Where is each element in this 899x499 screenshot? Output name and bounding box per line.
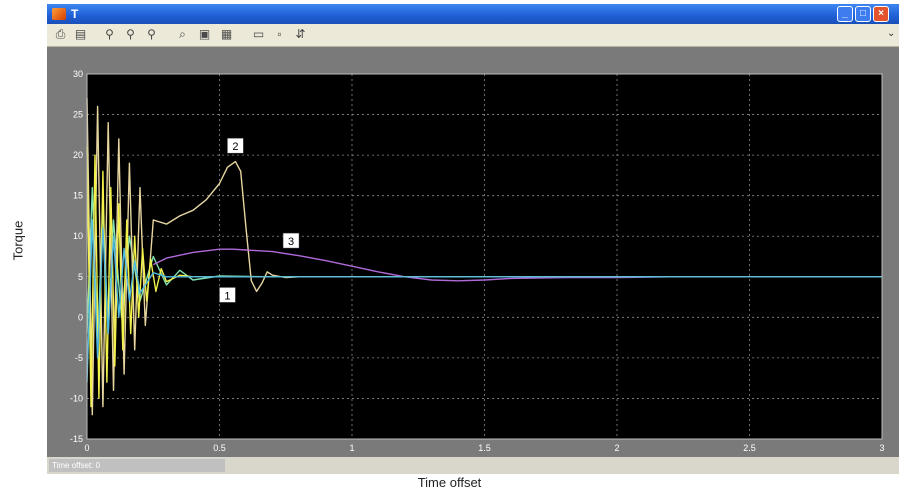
series-line-trace-4: [86, 219, 882, 383]
annotation-box: [227, 137, 244, 154]
zoom-x-icon[interactable]: ⚲: [147, 27, 156, 41]
x-tick-label: 2: [614, 443, 619, 453]
x-tick-label: 0.5: [213, 443, 226, 453]
annotation-label: 3: [288, 236, 294, 248]
annotation-box: [282, 232, 300, 249]
y-tick-label: 30: [73, 69, 83, 79]
axes-frame: [86, 73, 883, 440]
print-preview-icon[interactable]: ▤: [74, 27, 87, 41]
status-text: Time offset: 0: [49, 459, 225, 472]
toolbar-chevron-icon[interactable]: ⌄: [887, 28, 896, 39]
legend-icon[interactable]: ⇵: [295, 27, 306, 41]
y-tick-label: -10: [70, 393, 83, 403]
maximize-button[interactable]: □: [855, 6, 871, 22]
y-tick-label: 0: [78, 312, 83, 322]
x-tick-label: 3: [879, 443, 884, 453]
y-tick-label: 5: [78, 272, 83, 282]
status-bar: Time offset: 0: [47, 457, 899, 474]
series-line-2: [86, 98, 882, 416]
scope-plot-area: 30 25 20 15 10 5 0 -5 -10 -15 0 0.5 1 1.5 2 2.5 3 1 2 3: [47, 47, 899, 457]
x-tick-label: 2.5: [743, 443, 756, 453]
zoom-in-icon[interactable]: ⚲: [105, 27, 114, 41]
window-title: T: [71, 7, 79, 21]
parameters-icon[interactable]: ▭: [252, 27, 265, 41]
x-tick-label: 1: [349, 443, 354, 453]
close-icon: ×: [878, 8, 884, 19]
annotation-label: 2: [232, 141, 238, 153]
y-tick-label: 15: [73, 191, 83, 201]
scope-window: T _ □ × ⎙ ▤ ⚲ ⚲ ⚲ ⌕ ▣ ▦ ▭ ▫ ⇵ ⌄ 30 25 20 15…: [47, 4, 899, 474]
lock-icon[interactable]: ▫: [277, 27, 282, 41]
x-tick-label: 0: [84, 443, 89, 453]
zoom-out-icon[interactable]: ⚲: [126, 27, 135, 41]
y-tick-label: -5: [75, 353, 83, 363]
y-tick-label: 10: [73, 231, 83, 241]
y-tick-label: -15: [70, 434, 83, 444]
close-button[interactable]: ×: [873, 6, 889, 22]
x-tick-label: 1.5: [478, 443, 491, 453]
minimize-button[interactable]: _: [837, 6, 853, 22]
app-icon: [52, 8, 66, 20]
y-axis-label: Torque: [10, 220, 26, 261]
save-axes-icon[interactable]: ▦: [220, 27, 233, 41]
restore-view-icon[interactable]: ▣: [198, 27, 211, 41]
print-icon[interactable]: ⎙: [55, 27, 66, 41]
annotation-label: 1: [224, 290, 230, 302]
y-tick-label: 25: [73, 110, 83, 120]
title-bar[interactable]: T _ □ ×: [47, 4, 899, 24]
annotation-box: [219, 287, 236, 303]
toolbar: ⎙ ▤ ⚲ ⚲ ⚲ ⌕ ▣ ▦ ▭ ▫ ⇵ ⌄: [47, 24, 899, 47]
maximize-icon: □: [859, 8, 867, 19]
find-icon[interactable]: ⌕: [179, 27, 186, 41]
minimize-icon: _: [842, 8, 848, 19]
series-line-3: [152, 248, 882, 282]
x-axis-label: Time offset: [417, 475, 482, 490]
y-tick-label: 20: [73, 150, 83, 160]
